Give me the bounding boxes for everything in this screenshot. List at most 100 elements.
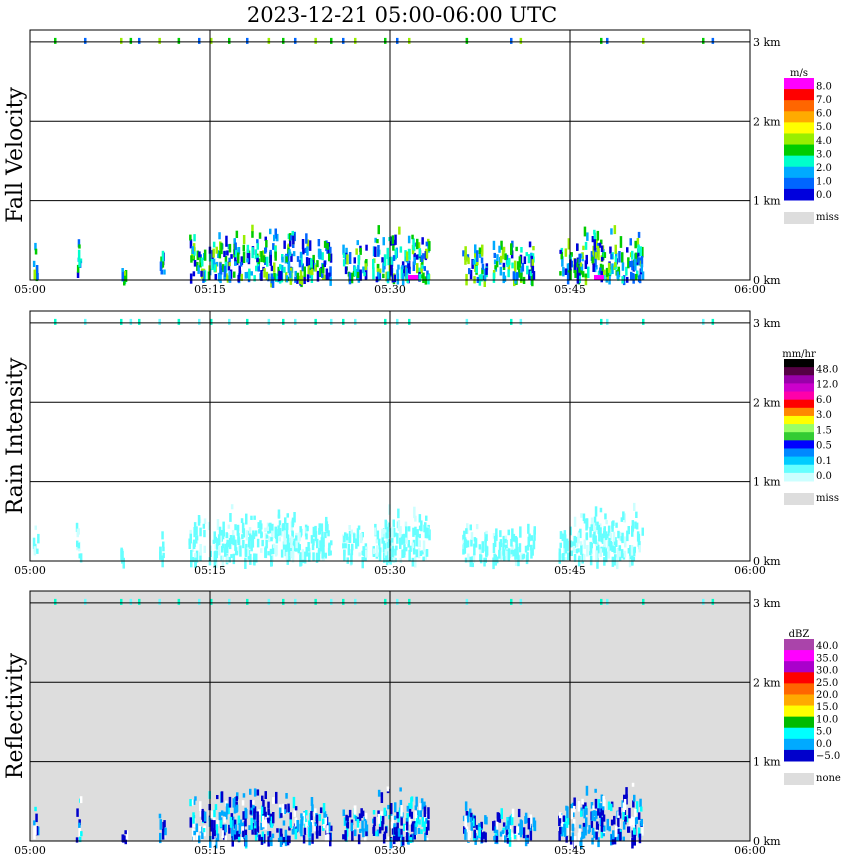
fall-velocity-echo-cell bbox=[235, 230, 239, 238]
reflectivity-echo-cell bbox=[76, 808, 79, 817]
rain-intensity-echo-cell bbox=[502, 535, 505, 548]
reflectivity-echo-cell bbox=[124, 830, 127, 835]
rain-intensity-echo-cell bbox=[353, 533, 356, 543]
fall-velocity-echo-cell bbox=[560, 252, 563, 260]
reflectivity-echo-cell bbox=[228, 824, 231, 834]
reflectivity-echo-cell bbox=[232, 829, 236, 841]
rain-intensity-colorbar-swatch bbox=[784, 456, 814, 466]
fall-velocity-echo-cell bbox=[314, 37, 317, 44]
rain-intensity-echo-cell bbox=[463, 543, 466, 554]
fall-velocity-echo-cell bbox=[425, 241, 429, 247]
reflectivity-echo-cell bbox=[227, 803, 230, 815]
reflectivity-echo-cell bbox=[558, 815, 562, 824]
fall-velocity-echo-cell bbox=[407, 235, 411, 244]
reflectivity-echo-cell bbox=[237, 836, 241, 842]
reflectivity-echo-cell bbox=[480, 821, 483, 829]
fall-velocity-echo-cell bbox=[288, 249, 291, 255]
reflectivity-echo-cell bbox=[610, 833, 613, 846]
fall-velocity-echo-cell bbox=[226, 250, 229, 256]
reflectivity-echo-cell bbox=[628, 807, 631, 819]
reflectivity-echo-cell bbox=[201, 808, 204, 820]
reflectivity-echo-cell bbox=[635, 816, 639, 824]
reflectivity-y-tick-label: 3 km bbox=[753, 597, 781, 610]
rain-intensity-echo-cell bbox=[195, 550, 199, 563]
fall-velocity-echo-cell bbox=[356, 271, 360, 279]
fall-velocity-echo-cell bbox=[272, 243, 275, 250]
fall-velocity-echo-cell bbox=[276, 276, 280, 283]
reflectivity-echo-cell bbox=[360, 808, 363, 818]
reflectivity-echo-cell bbox=[484, 815, 487, 825]
reflectivity-echo-cell bbox=[416, 810, 420, 821]
fall-velocity-echo-cell bbox=[619, 236, 623, 248]
fall-velocity-echo-cell bbox=[289, 273, 293, 285]
fall-velocity-echo-cell bbox=[630, 271, 633, 281]
rain-intensity-echo-cell bbox=[324, 552, 327, 559]
reflectivity-echo-cell bbox=[78, 819, 81, 826]
reflectivity-colorbar-swatch bbox=[784, 705, 814, 718]
rain-intensity-echo-cell bbox=[626, 530, 629, 542]
reflectivity-echo-cell bbox=[520, 820, 523, 825]
fall-velocity-echo-cell bbox=[324, 274, 327, 281]
fall-velocity-echo-cell bbox=[342, 37, 345, 44]
reflectivity-echo-cell bbox=[315, 823, 319, 835]
fall-velocity-echo-cell bbox=[344, 254, 348, 265]
reflectivity-echo-cell bbox=[578, 828, 581, 838]
reflectivity-echo-cell bbox=[377, 789, 381, 797]
reflectivity-echo-cell bbox=[519, 598, 523, 605]
reflectivity-echo-cell bbox=[425, 826, 428, 835]
rain-intensity-echo-cell bbox=[559, 542, 562, 548]
rain-intensity-echo-cell bbox=[608, 538, 611, 547]
fall-velocity-echo-cell bbox=[631, 273, 634, 278]
rain-intensity-echo-cell bbox=[177, 318, 181, 325]
reflectivity-echo-cell bbox=[249, 810, 253, 815]
reflectivity-echo-cell bbox=[311, 804, 314, 812]
fall-velocity-echo-cell bbox=[228, 37, 231, 44]
rain-intensity-echo-cell bbox=[606, 318, 609, 325]
reflectivity-echo-cell bbox=[236, 830, 239, 840]
reflectivity-echo-cell bbox=[404, 825, 408, 836]
rain-intensity-colorbar-swatch bbox=[784, 472, 814, 482]
rain-intensity-echo-cell bbox=[255, 553, 258, 563]
reflectivity-echo-cell bbox=[224, 824, 227, 833]
rain-intensity-echo-cell bbox=[404, 547, 408, 552]
rain-intensity-echo-cell bbox=[605, 520, 608, 525]
reflectivity-echo-cell bbox=[629, 816, 632, 828]
rain-intensity-echo-cell bbox=[314, 318, 317, 325]
fall-velocity-echo-cell bbox=[599, 267, 602, 274]
reflectivity-echo-cell bbox=[617, 811, 620, 822]
fall-velocity-echo-cell bbox=[348, 252, 352, 264]
reflectivity-echo-cell bbox=[318, 825, 322, 836]
rain-intensity-echo-cell bbox=[286, 544, 289, 551]
fall-velocity-echo-cell bbox=[237, 275, 240, 283]
rain-intensity-echo-cell bbox=[384, 519, 387, 528]
reflectivity-colorbar-label: 20.0 bbox=[816, 690, 838, 701]
fall-velocity-echo-cell bbox=[618, 251, 621, 263]
fall-velocity-colorbar-swatch bbox=[784, 177, 814, 190]
reflectivity-echo-cell bbox=[216, 795, 219, 800]
rain-intensity-echo-cell bbox=[589, 526, 592, 538]
reflectivity-echo-cell bbox=[502, 822, 506, 827]
reflectivity-echo-cell bbox=[198, 598, 201, 605]
reflectivity-echo-cell bbox=[526, 837, 529, 843]
reflectivity-echo-cell bbox=[78, 827, 81, 837]
reflectivity-echo-cell bbox=[254, 828, 257, 835]
fall-velocity-echo-cell bbox=[292, 243, 295, 248]
rain-intensity-echo-cell bbox=[308, 552, 311, 562]
fall-velocity-echo-cell bbox=[640, 263, 643, 273]
rain-intensity-echo-cell bbox=[515, 537, 518, 549]
rain-intensity-echo-cell bbox=[394, 548, 397, 556]
rain-intensity-echo-cell bbox=[318, 528, 321, 535]
fall-velocity-echo-cell bbox=[228, 257, 231, 263]
reflectivity-echo-cell bbox=[231, 825, 234, 836]
rain-intensity-echo-cell bbox=[392, 551, 396, 562]
fall-velocity-echo-cell bbox=[504, 253, 507, 261]
reflectivity-echo-cell bbox=[362, 831, 365, 838]
reflectivity-echo-cell bbox=[285, 793, 288, 799]
rain-intensity-echo-cell bbox=[321, 547, 324, 552]
fall-velocity-echo-cell bbox=[290, 253, 293, 262]
rain-intensity-echo-cell bbox=[36, 548, 39, 554]
fall-velocity-echo-cell bbox=[594, 252, 598, 259]
reflectivity-colorbar-label: 35.0 bbox=[816, 653, 838, 664]
fall-velocity-echo-cell bbox=[353, 257, 356, 264]
fall-velocity-echo-cell bbox=[193, 260, 197, 267]
